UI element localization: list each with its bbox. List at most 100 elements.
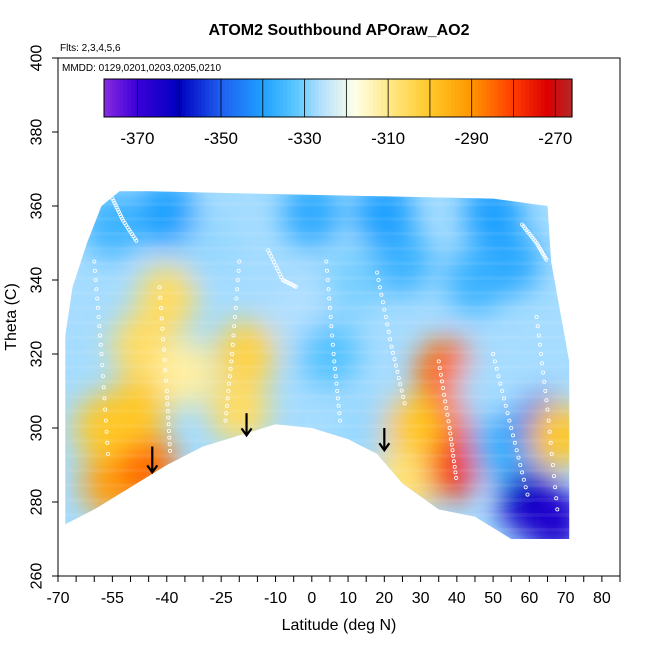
sample-marker (98, 342, 103, 347)
field-band (65, 276, 570, 280)
colorbar-segment (361, 79, 366, 117)
sample-marker (235, 277, 240, 282)
field-band (65, 379, 570, 384)
sample-marker (448, 431, 453, 436)
colorbar-segment (291, 79, 296, 117)
sample-marker (160, 326, 165, 331)
colorbar-segment (338, 79, 343, 117)
sample-marker (492, 359, 497, 364)
colorbar-segment (345, 79, 351, 117)
colorbar-segment (279, 79, 284, 117)
sample-marker (229, 351, 234, 356)
colorbar-segment (174, 79, 179, 117)
sample-marker (231, 333, 236, 338)
colorbar-segment (486, 79, 491, 117)
plot-frame (57, 57, 621, 577)
field-blob (455, 357, 516, 425)
sample-marker (164, 388, 169, 393)
sample-marker (94, 287, 99, 292)
sample-marker (159, 316, 164, 321)
sample-marker (163, 368, 168, 373)
sample-marker (224, 411, 229, 416)
sample-marker (99, 351, 104, 356)
sample-marker (330, 333, 335, 338)
colorbar-segment (529, 79, 534, 117)
colorbar: -370 -350 -330 -310 -290 -270 (103, 78, 573, 148)
colorbar-segment (263, 79, 269, 117)
field-blob (180, 209, 241, 277)
sample-marker (496, 374, 501, 379)
sample-marker (332, 366, 337, 371)
colorbar-segment (564, 79, 569, 117)
sample-marker (554, 496, 559, 501)
sample-marker (389, 344, 394, 349)
sample-marker (383, 314, 388, 319)
sample-marker (388, 337, 393, 342)
sample-marker (113, 203, 118, 208)
colorbar-segment (310, 79, 316, 117)
sample-marker (393, 363, 398, 368)
colorbar-segment (127, 79, 132, 117)
sample-marker (293, 284, 298, 289)
sample-marker (324, 268, 329, 273)
y-tick-label: 340 (29, 267, 46, 294)
colorbar-segment (170, 79, 175, 117)
sample-marker (335, 396, 340, 401)
field-band (65, 394, 570, 399)
colorbar-segment (287, 79, 292, 117)
sample-marker (445, 412, 450, 417)
sample-marker (331, 351, 336, 356)
colorbar-segment (556, 79, 561, 117)
sample-marker (337, 411, 342, 416)
arrow-head (146, 464, 159, 475)
sample-marker (236, 268, 241, 273)
colorbar-segment (451, 79, 456, 117)
colorbar-segment (521, 79, 526, 117)
colorbar-segment (193, 79, 199, 117)
field-band (65, 409, 570, 414)
sample-marker (161, 347, 166, 352)
y-tick-label: 320 (29, 341, 46, 368)
x-tick-label: 70 (557, 590, 575, 607)
sample-marker (447, 425, 452, 430)
sample-marker (103, 418, 108, 423)
field-blob (383, 394, 444, 462)
sample-marker (537, 342, 542, 347)
sample-marker (503, 403, 508, 408)
colorbar-label: -330 (288, 129, 322, 148)
colorbar-segment (494, 79, 499, 117)
sample-marker (97, 324, 102, 329)
colorbar-segment (458, 79, 464, 117)
sample-marker (505, 411, 510, 416)
sample-marker (390, 350, 395, 355)
sample-marker (161, 337, 166, 342)
sample-marker (541, 370, 546, 375)
sample-marker (544, 257, 549, 262)
colorbar-segment (505, 79, 511, 117)
sample-marker (534, 314, 539, 319)
colorbar-segment (388, 79, 394, 117)
sample-marker (392, 357, 397, 362)
sample-marker (226, 388, 231, 393)
sample-marker (395, 369, 400, 374)
sample-marker (276, 269, 281, 274)
sample-marker (100, 363, 105, 368)
colorbar-segment (260, 79, 265, 117)
sample-marker (338, 418, 343, 423)
y-tick-label: 300 (29, 415, 46, 442)
field-blob (354, 191, 415, 248)
colorbar-segment (462, 79, 468, 117)
sample-marker (96, 314, 101, 319)
sample-marker (547, 429, 552, 434)
colorbar-segment (353, 79, 359, 117)
sample-marker (442, 392, 447, 397)
colorbar-segment (267, 79, 273, 117)
colorbar-segment (166, 79, 171, 117)
sample-marker (162, 357, 167, 362)
sample-marker (167, 442, 172, 447)
colorbar-segment (271, 79, 277, 117)
x-tick-label: -70 (46, 590, 69, 607)
x-axis-label: Latitude (deg N) (282, 617, 397, 634)
colorbar-segment (423, 79, 429, 117)
sample-marker (98, 333, 103, 338)
